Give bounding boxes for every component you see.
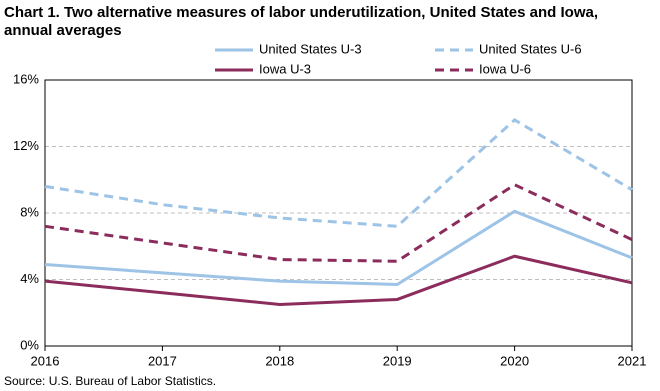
legend-label: Iowa U-3 xyxy=(259,61,311,76)
plot-border xyxy=(44,79,633,347)
x-tick-label: 2018 xyxy=(265,353,294,368)
legend-label: United States U-6 xyxy=(479,41,582,56)
y-tick-label: 16% xyxy=(13,71,39,86)
series-line xyxy=(44,118,633,228)
y-tick-label: 12% xyxy=(13,138,39,153)
y-tick-label: 4% xyxy=(20,271,39,286)
x-tick-label: 2017 xyxy=(148,353,177,368)
legend-label: Iowa U-6 xyxy=(479,61,531,76)
source-note: Source: U.S. Bureau of Labor Statistics. xyxy=(4,374,216,388)
legend-label: United States U-3 xyxy=(259,41,362,56)
series-line xyxy=(44,209,633,286)
chart-title: Chart 1. Two alternative measures of lab… xyxy=(4,4,599,39)
series-line xyxy=(44,254,633,306)
x-tick-label: 2020 xyxy=(500,353,529,368)
y-tick-label: 8% xyxy=(20,204,39,219)
x-tick-label: 2019 xyxy=(383,353,412,368)
y-tick-label: 0% xyxy=(20,337,39,352)
x-tick-label: 2016 xyxy=(31,353,60,368)
x-tick-label: 2021 xyxy=(618,353,647,368)
series-line xyxy=(44,183,633,263)
